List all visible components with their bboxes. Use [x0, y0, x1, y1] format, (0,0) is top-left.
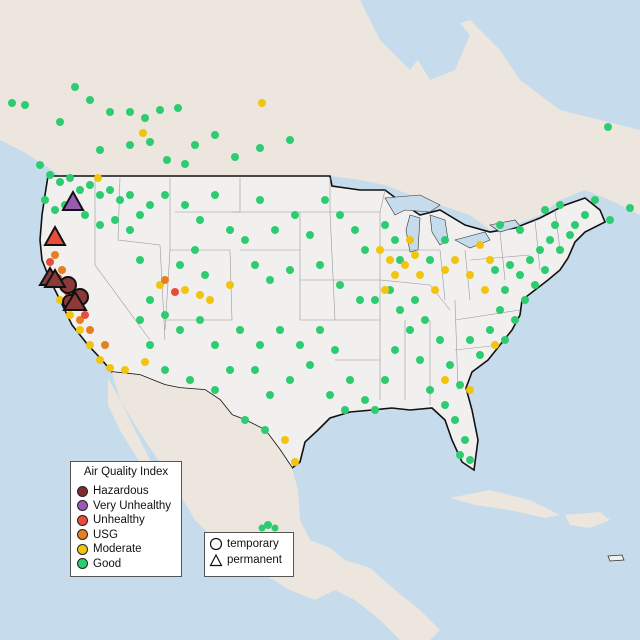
legend-swatch-moderate: [77, 543, 88, 555]
legend-swatch-usg: [77, 529, 88, 541]
legend-title: Air Quality Index: [83, 466, 169, 478]
legend-item-moderate: Moderate: [71, 542, 181, 557]
good-sites: [8, 83, 634, 532]
puerto-rico-land: [607, 554, 625, 562]
site-type-permanent: permanent: [205, 552, 293, 568]
legend-label-very-unhealthy: Very Unhealthy: [93, 499, 171, 512]
legend-label-unhealthy: Unhealthy: [93, 514, 145, 527]
very-unhealthy-marker: [61, 189, 85, 211]
cuba-land: [450, 490, 560, 518]
legend-item-unhealthy: Unhealthy: [71, 513, 181, 528]
state-borders: [94, 177, 561, 405]
legend-label-good: Good: [93, 557, 122, 570]
baja-land: [108, 378, 158, 480]
triangle-icon: [209, 553, 223, 567]
hispaniola-land: [565, 512, 610, 528]
legend-item-good: Good: [71, 557, 181, 572]
hazardous-markers: [38, 266, 89, 311]
legend-swatch-hazardous: [77, 485, 88, 497]
legend-swatch-unhealthy: [77, 514, 88, 526]
legend-item-usg: USG: [71, 528, 181, 543]
legend-swatch-very-unhealthy: [77, 500, 88, 512]
hudson-bay: [400, 0, 470, 80]
canada-land: [0, 0, 640, 230]
legend-swatch-good: [77, 558, 88, 570]
site-type-permanent-label: permanent: [227, 554, 282, 566]
circle-icon: [209, 537, 223, 551]
legend-item-hazardous: Hazardous: [71, 484, 181, 499]
aqi-legend: Air Quality Index Hazardous Very Unhealt…: [70, 461, 182, 577]
legend-item-very-unhealthy: Very Unhealthy: [71, 499, 181, 514]
site-type-temporary: temporary: [205, 536, 293, 552]
central-america-land: [335, 560, 440, 640]
unhealthy-permanent-marker: [43, 224, 67, 246]
legend-label-moderate: Moderate: [93, 543, 142, 556]
legend-label-usg: USG: [93, 528, 118, 541]
moderate-sites: [56, 99, 499, 466]
us-land: [39, 175, 607, 472]
site-type-temporary-label: temporary: [227, 538, 279, 550]
legend-label-hazardous: Hazardous: [93, 485, 149, 498]
site-type-legend: temporary permanent: [204, 532, 294, 577]
